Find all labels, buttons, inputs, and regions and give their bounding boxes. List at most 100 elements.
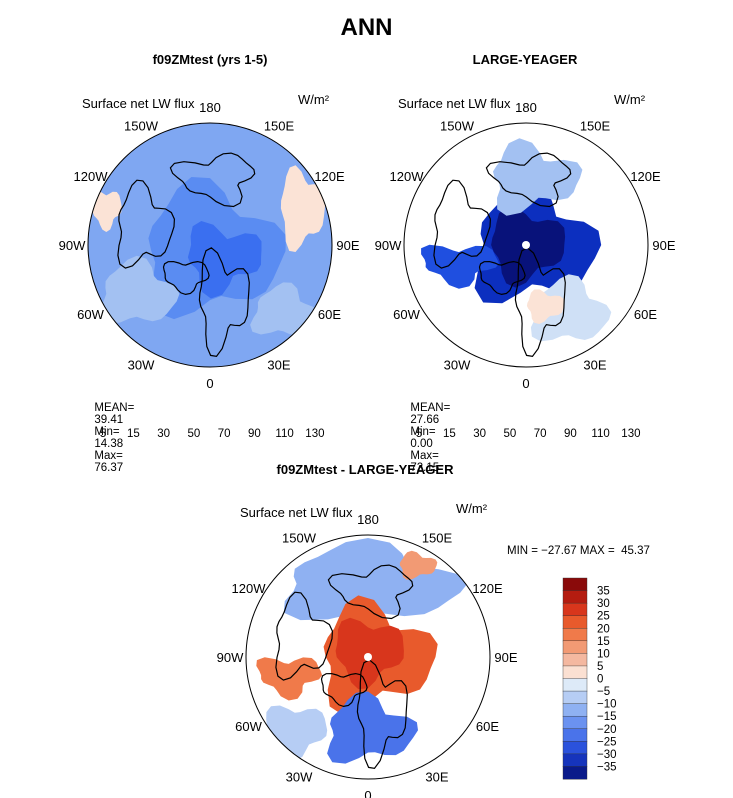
panel-3-colorbar-tick: −30 [597, 749, 617, 761]
panel-3-colorbar-tick: −15 [597, 711, 617, 723]
panel-3-colorbar-box [562, 766, 588, 780]
panel-1-map [87, 122, 333, 368]
panel-2-stats: MEAN= 27.66 Min= 0.00 Max= 72.15 [404, 390, 450, 474]
panel-3-lon-label: 120E [472, 581, 503, 596]
panel-2-max-label: Max= [410, 450, 439, 462]
panel-3-colorbar-box [562, 602, 588, 617]
panel-3-lon-label: 90E [494, 650, 517, 665]
panel-1-units: W/m² [298, 92, 330, 107]
panel-1-coastline [198, 247, 250, 357]
panel-3-colorbar-tick: −25 [597, 736, 617, 748]
panel-2-lon-label: 30E [583, 358, 606, 373]
panel-2-min-label: Min= [410, 426, 436, 438]
panel-3-colorbar-box [562, 665, 588, 680]
panel-1-lon-label: 150E [264, 119, 295, 134]
panel-3-pole-marker [364, 653, 372, 661]
panel-3-lon-label: 90W [217, 650, 244, 665]
panel-3-lon-label: 150E [422, 531, 453, 546]
panel-3-colorbar-box [562, 628, 588, 642]
panel-3-colorbar-tick: −5 [597, 686, 610, 698]
panel-3-contour-region [327, 691, 418, 764]
panel-3-lon-label: 60E [476, 719, 499, 734]
panel-1-map-boundary [87, 122, 333, 368]
panel-3-contour-region [283, 538, 468, 621]
panel-1-mean-value: 39.41 [94, 414, 124, 426]
panel-3-colorbar-tick: 35 [597, 586, 610, 598]
panel-3-colorbar-box [562, 753, 588, 767]
panel-3-colorbar-box [562, 640, 588, 654]
panel-3-colorbar-box [562, 653, 588, 667]
figure-title: ANN [340, 14, 393, 41]
panel-3-lon-label: 120W [232, 581, 267, 596]
panel-1-lon-label: 60E [318, 307, 341, 322]
panel-3-coastline [327, 564, 414, 620]
panel-2-pole-marker [522, 241, 530, 249]
panel-1-colorbar-tick: 110 [275, 428, 293, 440]
panel-2-contour-region [421, 244, 499, 289]
panel-1-contour-region [92, 190, 122, 232]
panel-1-colorbar-tick: 15 [127, 428, 140, 440]
panel-2-mean-label: MEAN= [410, 402, 451, 414]
panel-2-contour-region [493, 138, 583, 216]
panel-2-colorbar-tick: 5 [416, 428, 422, 440]
panel-3-colorbar-tick: −35 [597, 761, 617, 773]
panel-3-minmax: MIN = −27.67 MAX = 45.37 [507, 545, 650, 557]
panel-3-colorbar-box [562, 590, 588, 604]
panel-1-contour-region [250, 282, 319, 335]
panel-3-colorbar-tick: −20 [597, 724, 617, 736]
panel-1-coastline [162, 260, 210, 296]
panel-2-colorbar-tick: 110 [591, 428, 609, 440]
panel-3-colorbar-tick: 0 [597, 674, 603, 686]
panel-1-lon-label: 150W [124, 119, 159, 134]
panel-3-colorbar-tick: 15 [597, 636, 610, 648]
panel-3-lon-label: 30E [425, 770, 448, 785]
panel-3-colorbar-box [562, 690, 588, 705]
panel-1-lon-label: 0 [206, 376, 213, 391]
panel-1-colorbar-tick: 90 [248, 428, 261, 440]
panel-2-lon-label: 180 [515, 100, 537, 115]
panel-2-lon-label: 120W [390, 169, 425, 184]
panel-1-min-value: 14.38 [94, 438, 124, 450]
panel-1-contour-region [280, 165, 326, 252]
panel-3-colorbar-box [562, 715, 588, 730]
panel-2-contour-region [526, 289, 565, 324]
panel-2-coastline [433, 179, 492, 269]
panel-2-lon-label: 60E [634, 307, 657, 322]
panel-2-title: LARGE-YEAGER [472, 52, 578, 67]
panel-3-colorbar-box [562, 741, 588, 755]
panel-2-coastline [514, 247, 566, 357]
panel-3-colorbar-box [562, 703, 588, 717]
panel-2-mean-value: 27.66 [410, 414, 440, 426]
panel-1-lon-label: 120W [74, 169, 109, 184]
panel-2-variable: Surface net LW flux [398, 96, 511, 111]
panel-3-contour-region [399, 550, 438, 580]
panel-2-lon-label: 60W [393, 307, 420, 322]
panel-3-colorbar-box [562, 577, 588, 592]
panel-3-lon-label: 30W [286, 770, 313, 785]
panel-3-units: W/m² [456, 501, 488, 516]
panel-3-lon-label: 150W [282, 531, 317, 546]
panel-3-lon-label: 180 [357, 512, 379, 527]
panel-2-min-value: 0.00 [410, 438, 433, 450]
panel-2-colorbar-tick: 15 [443, 428, 456, 440]
panel-1-max-value: 76.37 [94, 462, 124, 474]
panel-2-colorbar-tick: 130 [621, 428, 640, 440]
panel-2-colorbar-tick: 70 [534, 428, 547, 440]
panel-1-lon-label: 30W [128, 358, 155, 373]
panel-2-lon-label: 30W [444, 358, 471, 373]
panel-1-colorbar-tick: 5 [100, 428, 106, 440]
panel-3-colorbar-box [562, 728, 588, 742]
panel-1-coastline [117, 179, 176, 269]
panel-2-lon-label: 90W [375, 238, 402, 253]
panel-3-colorbar-tick: 20 [597, 623, 610, 635]
panel-1-lon-label: 120E [314, 169, 345, 184]
panel-3-coastline [320, 672, 368, 708]
panel-1-colorbar-tick: 130 [305, 428, 324, 440]
panel-3-colorbar-box [562, 615, 588, 629]
panel-1-lon-label: 30E [267, 358, 290, 373]
panel-2-contour-region [530, 274, 612, 342]
panel-1-max-label: Max= [94, 450, 123, 462]
panel-1-title: f09ZMtest (yrs 1-5) [152, 52, 268, 67]
panel-2-lon-label: 150W [440, 119, 475, 134]
